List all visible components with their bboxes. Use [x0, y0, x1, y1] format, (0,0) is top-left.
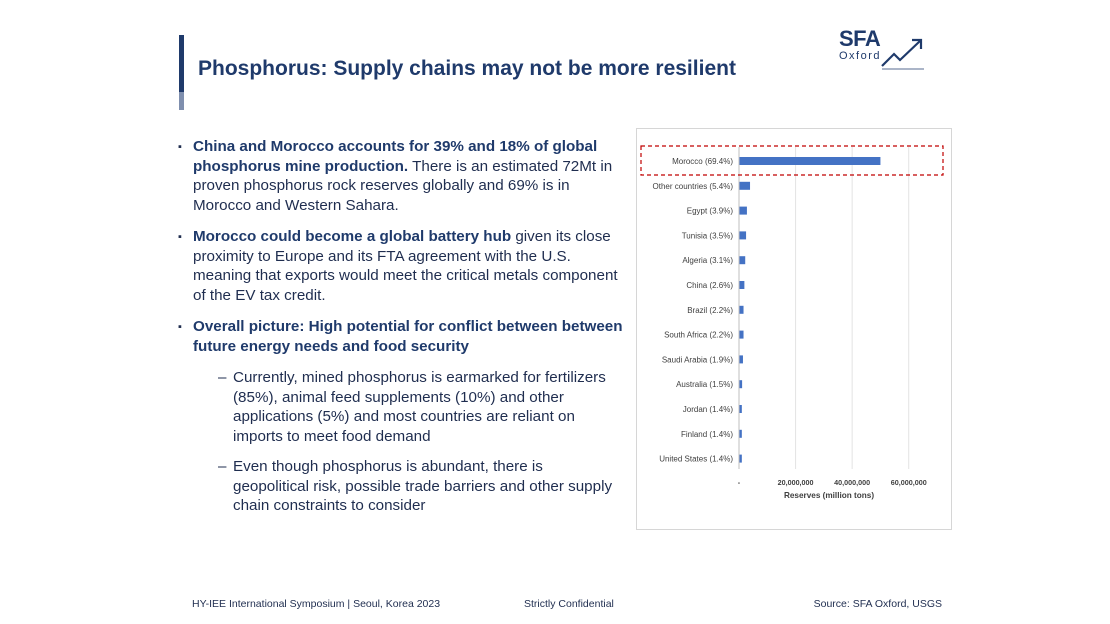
category-label: Other countries (5.4%) [653, 182, 734, 191]
sub-bullet-item: – Even though phosphorus is abundant, th… [178, 457, 623, 516]
sub-bullet-text: Even though phosphorus is abundant, ther… [233, 458, 612, 514]
bar [739, 182, 750, 190]
x-tick-label: 60,000,000 [891, 478, 927, 487]
category-label: China (2.6%) [686, 281, 733, 290]
bullet-square-icon: ▪ [178, 138, 182, 158]
slide-title: Phosphorus: Supply chains may not be mor… [198, 57, 736, 81]
category-label: Saudi Arabia (1.9%) [662, 355, 733, 364]
category-label: United States (1.4%) [659, 455, 733, 464]
x-tick-label: 40,000,000 [834, 478, 870, 487]
bar [739, 355, 743, 363]
bar [739, 331, 744, 339]
growth-arrow-icon [880, 36, 926, 70]
sub-bullet-item: – Currently, mined phosphorus is earmark… [178, 368, 623, 446]
title-accent-bar-lower [179, 92, 184, 110]
x-tick-label: 20,000,000 [778, 478, 814, 487]
bar [739, 157, 880, 165]
bullet-item: ▪ Morocco could become a global battery … [178, 227, 623, 305]
phosphorus-reserves-chart: - 20,000,000 40,000,000 60,000,000 Morocco (… [636, 128, 952, 530]
logo-main-text: SFA [839, 26, 880, 52]
chart-svg: - 20,000,000 40,000,000 60,000,000 Morocco (… [637, 129, 951, 529]
category-label: Finland (1.4%) [681, 430, 733, 439]
category-label: Jordan (1.4%) [683, 405, 734, 414]
bullet-item: ▪ China and Morocco accounts for 39% and… [178, 137, 623, 215]
bar [739, 256, 745, 264]
logo-sub-text: Oxford [839, 50, 881, 62]
category-label: Brazil (2.2%) [687, 306, 733, 315]
bullet-square-icon: ▪ [178, 228, 182, 248]
bullet-bold-text: Overall picture: High potential for conf… [193, 318, 623, 355]
category-label: Algeria (3.1%) [682, 256, 733, 265]
dash-marker: – [218, 457, 226, 477]
bar [739, 281, 744, 289]
footer-source: Source: SFA Oxford, USGS [814, 598, 942, 610]
footer-confidential: Strictly Confidential [524, 598, 614, 610]
bullet-list: ▪ China and Morocco accounts for 39% and… [178, 137, 623, 527]
footer-event: HY-IEE International Symposium | Seoul, … [192, 598, 440, 610]
category-label: Egypt (3.9%) [687, 207, 734, 216]
category-label: South Africa (2.2%) [664, 331, 733, 340]
bar [739, 306, 744, 314]
category-label: Australia (1.5%) [676, 380, 733, 389]
x-tick-label: - [738, 478, 741, 487]
bullet-item: ▪ Overall picture: High potential for co… [178, 317, 623, 356]
sub-bullet-text: Currently, mined phosphorus is earmarked… [233, 369, 606, 445]
sfa-oxford-logo: SFA Oxford [836, 26, 932, 72]
bar [739, 207, 747, 215]
sub-bullet-list: – Currently, mined phosphorus is earmark… [178, 368, 623, 516]
x-axis-title: Reserves (million tons) [784, 491, 874, 500]
category-label: Morocco (69.4%) [672, 157, 733, 166]
dash-marker: – [218, 368, 226, 388]
bar [739, 231, 746, 239]
bullet-square-icon: ▪ [178, 318, 182, 338]
bullet-bold-text: Morocco could become a global battery hu… [193, 228, 511, 245]
category-label: Tunisia (3.5%) [682, 231, 734, 240]
